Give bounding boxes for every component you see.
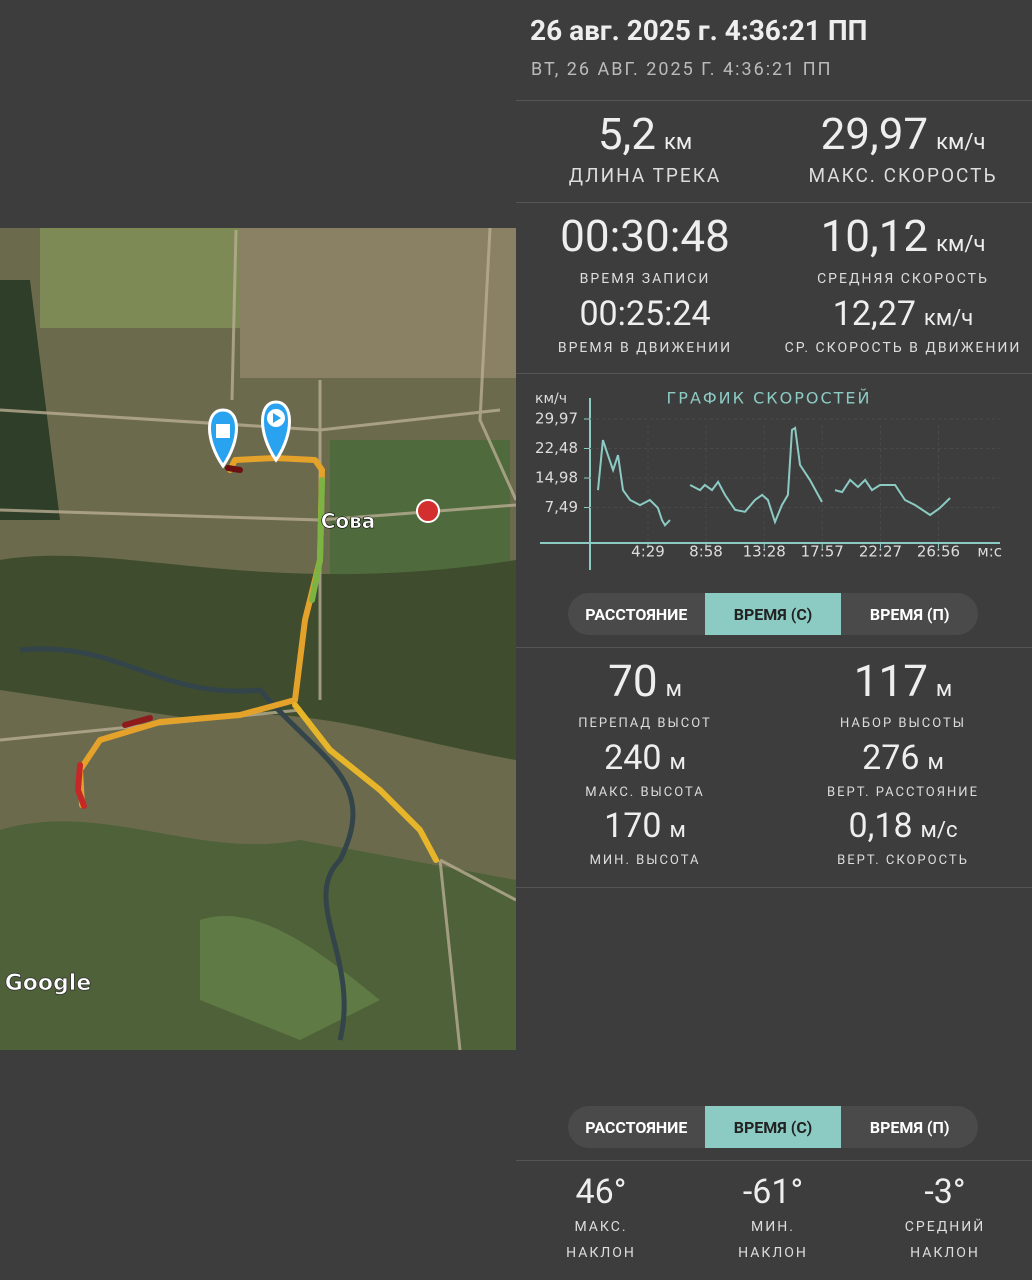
chart-title: ГРАФИК СКОРОСТЕЙ — [667, 389, 872, 408]
stat-number: 0,18 — [848, 806, 913, 846]
x-tick-label: 22:27 — [859, 543, 902, 561]
stat-number: -61° — [742, 1172, 804, 1212]
google-attribution: Google — [5, 971, 92, 996]
stat-value: 117 м — [854, 655, 953, 707]
stat-value: 170 м — [604, 806, 686, 846]
stat-label: ВРЕМЯ ЗАПИСИ — [579, 271, 711, 287]
stat-label: МАКС. СКОРОСТЬ — [808, 164, 998, 187]
tab[interactable]: РАССТОЯНИЕ — [585, 604, 688, 624]
divider — [516, 647, 1032, 648]
stat-number: 00:30:48 — [560, 210, 730, 262]
stat-unit: км/ч — [936, 232, 986, 257]
stat-value: 29,97 км/ч — [821, 108, 986, 160]
stat-label: МИН. ВЫСОТА — [589, 853, 701, 868]
stat-label: СР. СКОРОСТЬ В ДВИЖЕНИИ — [784, 340, 1022, 356]
stat-value: 276 м — [862, 738, 944, 778]
stat-value: 12,27 км/ч — [833, 294, 973, 334]
y-axis-label: км/ч — [535, 391, 567, 407]
divider — [516, 887, 1032, 888]
speed-chart: ГРАФИК СКОРОСТЕЙ км/ч м:с 7,49 14,98 22,48… — [535, 389, 1002, 570]
x-tick-label: 17:57 — [801, 543, 844, 561]
stat-label: ПЕРЕПАД ВЫСОТ — [578, 716, 712, 731]
y-tick-label: 29,97 — [535, 409, 578, 427]
stat-unit: м — [927, 750, 944, 775]
y-tick-label: 7,49 — [545, 498, 578, 516]
x-tick-label: 26:56 — [917, 543, 960, 561]
header-title: 26 авг. 2025 г. 4:36:21 ПП — [530, 14, 868, 47]
header-subtitle: ВТ, 26 АВГ. 2025 Г. 4:36:21 ПП — [531, 59, 833, 80]
x-tick-label: 4:29 — [631, 543, 665, 561]
stat-number: 70 — [608, 655, 658, 707]
tab[interactable]: ВРЕМЯ (С) — [704, 1106, 842, 1148]
map[interactable]: Сова Google — [0, 228, 516, 1050]
stat-label: ДЛИНА ТРЕКА — [568, 164, 722, 187]
stat-label: ВЕРТ. СКОРОСТЬ — [837, 853, 969, 868]
tab[interactable]: РАССТОЯНИЕ — [585, 1117, 688, 1137]
stat-label: НАБОР ВЫСОТЫ — [839, 716, 967, 731]
stat-unit: км/ч — [923, 306, 974, 331]
stat-label: ВРЕМЯ В ДВИЖЕНИИ — [557, 340, 733, 356]
stat-number: 12,27 — [832, 294, 916, 334]
stat-number: 276 — [862, 738, 920, 778]
stat-value: 0,18 м/с — [849, 806, 958, 846]
stat-unit: км — [663, 130, 693, 155]
stat-number: 117 — [853, 655, 928, 707]
x-tick-label: 8:58 — [689, 543, 723, 561]
tabs-top: РАССТОЯНИЕ ВРЕМЯ (С) ВРЕМЯ (П) — [568, 593, 978, 635]
divider — [516, 100, 1032, 101]
tab[interactable]: ВРЕМЯ (П) — [869, 1117, 950, 1137]
stat-number: 29,97 — [820, 108, 929, 160]
stat-value: -61° — [743, 1172, 803, 1212]
tabs-bottom: РАССТОЯНИЕ ВРЕМЯ (С) ВРЕМЯ (П) — [568, 1106, 978, 1148]
tab[interactable]: ВРЕМЯ (П) — [869, 604, 950, 624]
y-tick-label: 22,48 — [535, 439, 578, 457]
x-tick-label: 13:28 — [743, 543, 786, 561]
start-marker[interactable] — [261, 400, 291, 463]
stat-number: 240 — [604, 738, 662, 778]
stat-unit: км/ч — [936, 130, 986, 155]
stat-unit: м — [669, 750, 686, 775]
stat-value: 70 м — [608, 655, 682, 707]
divider — [516, 1160, 1032, 1161]
stat-label: МИН. НАКЛОН — [738, 1219, 808, 1261]
stat-value: 46° — [576, 1172, 627, 1212]
tab[interactable]: ВРЕМЯ (С) — [704, 593, 842, 635]
stat-number: -3° — [924, 1172, 966, 1212]
y-tick-label: 14,98 — [535, 469, 578, 487]
stat-number: 46° — [575, 1172, 627, 1212]
stat-number: 10,12 — [820, 210, 929, 262]
stat-value: 00:30:48 — [560, 210, 730, 262]
divider — [516, 202, 1032, 203]
speed-line — [597, 426, 951, 527]
stat-label: МАКС. НАКЛОН — [566, 1219, 636, 1261]
stat-label: МАКС. ВЫСОТА — [585, 785, 705, 800]
stat-label: СРЕДНЯЯ СКОРОСТЬ — [817, 271, 989, 287]
stat-unit: м — [665, 677, 682, 702]
place-label: Сова — [321, 509, 376, 533]
stat-value: 10,12 км/ч — [821, 210, 986, 262]
stat-number: 5,2 — [597, 108, 656, 160]
end-marker[interactable] — [208, 408, 238, 469]
stat-number: 00:25:24 — [579, 294, 711, 334]
stat-label: ВЕРТ. РАССТОЯНИЕ — [827, 785, 979, 800]
stat-unit: м — [669, 818, 686, 843]
stat-value: 5,2 км — [598, 108, 692, 160]
stat-label: СРЕДНИЙ НАКЛОН — [904, 1219, 986, 1261]
stat-number: 170 — [604, 806, 662, 846]
stat-value: 00:25:24 — [579, 294, 710, 334]
stat-unit: м — [935, 677, 953, 702]
stat-value: 240 м — [604, 738, 686, 778]
stat-unit: м/с — [920, 818, 958, 843]
divider — [516, 373, 1032, 374]
stat-value: -3° — [924, 1172, 965, 1212]
x-axis-label: м:с — [977, 543, 1002, 561]
